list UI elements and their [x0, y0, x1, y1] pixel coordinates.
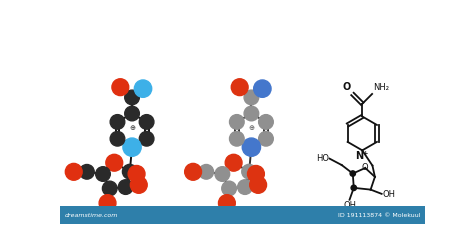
- Circle shape: [65, 163, 82, 180]
- Circle shape: [125, 90, 139, 105]
- Text: ⊕: ⊕: [248, 125, 255, 131]
- Circle shape: [122, 164, 137, 179]
- Circle shape: [247, 166, 264, 182]
- Circle shape: [110, 115, 125, 129]
- Circle shape: [106, 154, 123, 171]
- Circle shape: [139, 132, 154, 146]
- Circle shape: [123, 138, 141, 156]
- Text: NH₂: NH₂: [374, 83, 390, 92]
- Text: OH: OH: [383, 190, 395, 199]
- Circle shape: [231, 79, 248, 96]
- Circle shape: [80, 165, 94, 179]
- Circle shape: [219, 195, 235, 211]
- Circle shape: [259, 115, 273, 129]
- Circle shape: [134, 80, 152, 97]
- Circle shape: [242, 138, 261, 156]
- Text: O: O: [362, 163, 368, 172]
- Circle shape: [118, 180, 133, 194]
- Circle shape: [351, 185, 356, 191]
- Text: ⊕: ⊕: [129, 125, 135, 131]
- Circle shape: [99, 195, 116, 211]
- Circle shape: [229, 115, 244, 129]
- Circle shape: [130, 176, 147, 193]
- Circle shape: [244, 106, 259, 121]
- Circle shape: [254, 80, 271, 97]
- Circle shape: [110, 132, 125, 146]
- Circle shape: [229, 132, 244, 146]
- Circle shape: [199, 165, 214, 179]
- Circle shape: [222, 181, 237, 196]
- Circle shape: [185, 163, 201, 180]
- Circle shape: [112, 79, 129, 96]
- FancyBboxPatch shape: [61, 206, 425, 224]
- Circle shape: [102, 181, 117, 196]
- Circle shape: [244, 90, 259, 105]
- Text: O: O: [343, 82, 351, 92]
- Circle shape: [139, 115, 154, 129]
- Circle shape: [128, 166, 145, 182]
- Text: N⁺: N⁺: [356, 151, 369, 161]
- Text: OH: OH: [343, 201, 356, 210]
- Circle shape: [215, 167, 230, 181]
- Text: HO: HO: [316, 154, 329, 163]
- Circle shape: [250, 176, 266, 193]
- Circle shape: [96, 167, 110, 181]
- Text: dreamstime.com: dreamstime.com: [65, 213, 118, 218]
- Circle shape: [125, 106, 139, 121]
- Circle shape: [350, 171, 356, 176]
- Circle shape: [259, 132, 273, 146]
- Circle shape: [225, 154, 242, 171]
- Text: ID 191113874 © Molekuul: ID 191113874 © Molekuul: [338, 213, 421, 218]
- Circle shape: [237, 180, 252, 194]
- Circle shape: [242, 164, 256, 179]
